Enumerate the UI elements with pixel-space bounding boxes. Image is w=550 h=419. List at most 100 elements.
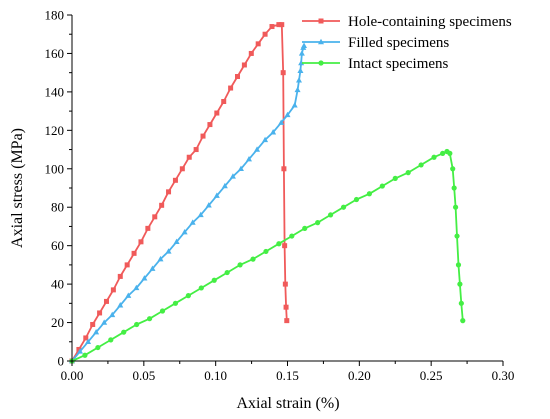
y-tick-label: 120 [45, 123, 65, 138]
data-point [193, 147, 199, 153]
data-point [172, 177, 178, 183]
data-point [262, 31, 268, 37]
data-point [263, 248, 269, 255]
data-point [110, 287, 116, 293]
data-point [125, 292, 132, 298]
data-point [294, 86, 301, 93]
series-line [71, 150, 464, 362]
data-point [200, 133, 206, 139]
y-tick-label: 180 [45, 8, 65, 23]
data-point [447, 150, 453, 156]
data-point [185, 293, 191, 299]
data-point [228, 85, 234, 91]
data-point [270, 129, 277, 135]
data-point [76, 346, 82, 352]
data-point [451, 185, 457, 191]
data-point [207, 122, 213, 128]
data-point [283, 304, 289, 310]
data-point [198, 285, 204, 291]
data-point [83, 335, 89, 341]
data-point [181, 229, 188, 235]
data-point [450, 166, 456, 172]
data-point [103, 298, 109, 304]
data-point [250, 256, 256, 262]
data-point [262, 136, 269, 143]
data-point [117, 302, 124, 308]
data-point [291, 102, 298, 108]
data-point [214, 110, 220, 116]
y-tick-label: 40 [51, 277, 64, 292]
data-point [237, 165, 244, 171]
data-point [440, 150, 446, 156]
data-point [149, 265, 156, 271]
data-point [108, 337, 114, 343]
y-tick-label: 20 [51, 315, 64, 330]
data-point [284, 318, 290, 324]
x-tick-label: 0.10 [204, 368, 227, 383]
data-point [131, 250, 137, 256]
data-point [85, 338, 92, 344]
data-point [295, 77, 302, 83]
data-point [289, 233, 295, 239]
data-point [340, 204, 347, 210]
data-point [157, 255, 164, 262]
legend-label: Filled specimens [348, 35, 449, 51]
x-tick-label: 0.00 [61, 368, 84, 383]
x-tick-label: 0.20 [348, 368, 371, 383]
data-point [145, 225, 151, 231]
data-point [255, 41, 261, 47]
data-point [101, 319, 108, 325]
data-point [224, 269, 230, 276]
data-point [186, 154, 192, 160]
y-tick-label: 80 [51, 200, 64, 215]
data-point [133, 284, 140, 291]
legend-item-2: Filled specimens [302, 35, 449, 51]
data-point [211, 277, 217, 283]
data-point [452, 204, 459, 210]
data-point [159, 308, 166, 314]
legend-label: Intact specimens [348, 56, 449, 72]
data-point [197, 211, 204, 218]
data-point [457, 281, 463, 287]
data-point [93, 328, 100, 335]
data-point [392, 175, 398, 181]
data-point [237, 262, 243, 268]
data-point [276, 241, 282, 247]
data-point [276, 22, 282, 28]
x-tick-label: 0.05 [132, 368, 155, 383]
data-point [278, 119, 285, 125]
legend-marker [318, 60, 324, 66]
data-point [179, 166, 185, 172]
data-point [301, 42, 308, 48]
data-point [221, 99, 227, 104]
x-tick-label: 0.30 [492, 368, 515, 383]
series-line [71, 23, 288, 362]
data-point [235, 74, 241, 80]
data-point [241, 62, 247, 68]
legend-item-3: Intact specimens [302, 56, 449, 72]
legend-label: Hole-containing specimens [348, 14, 512, 30]
data-point [121, 329, 127, 335]
data-point [141, 275, 148, 281]
data-point [279, 22, 285, 28]
y-tick-label: 100 [45, 161, 65, 176]
data-point [221, 182, 228, 189]
data-point [248, 50, 254, 56]
series-line [71, 45, 305, 362]
data-point [82, 352, 88, 358]
data-point [95, 344, 101, 351]
data-point [173, 238, 180, 245]
data-point [455, 262, 462, 268]
data-point [297, 67, 304, 73]
data-point [138, 239, 144, 245]
data-point [77, 348, 84, 354]
data-point [282, 281, 288, 287]
data-point [166, 189, 172, 195]
series-1 [69, 22, 290, 364]
legend-marker [318, 18, 324, 24]
data-point [298, 50, 305, 56]
legend-item-1: Hole-containing specimens [302, 14, 512, 30]
axes-layer: 0.00 0.05 0.10 0.15 0.20 0.25 0.30 0 20 40 60 80 100… [45, 8, 515, 384]
data-point [281, 166, 287, 172]
